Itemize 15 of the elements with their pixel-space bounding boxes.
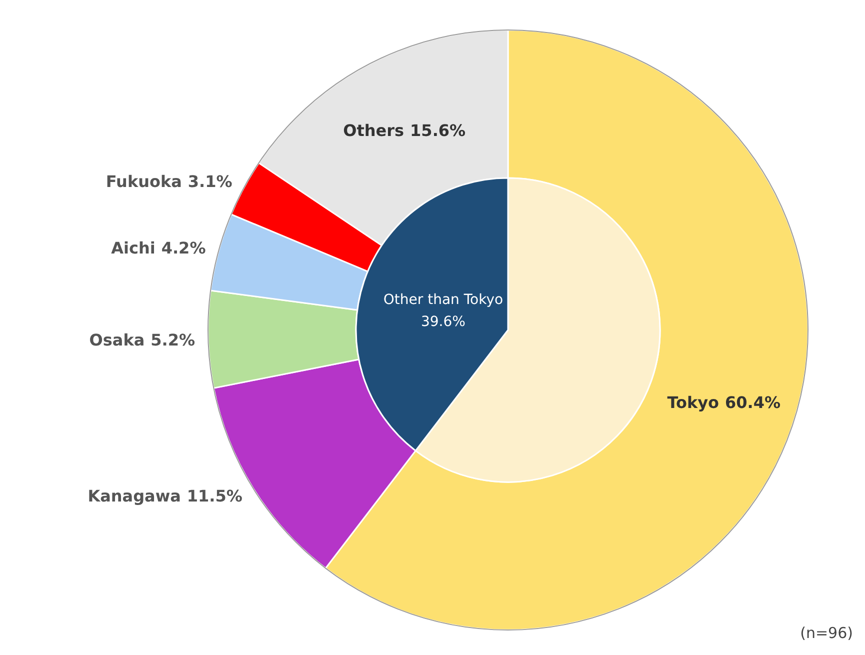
- data-label: 4.2%: [161, 238, 206, 258]
- slice-label: Kanagawa: [88, 486, 181, 506]
- text: (n=96): [800, 624, 853, 642]
- data-label: 39.6%: [420, 314, 466, 330]
- data-label: 11.5%: [186, 486, 242, 506]
- data-label: 60.4%: [725, 393, 781, 412]
- slice-label: Tokyo: [667, 393, 720, 412]
- data-label: 3.1%: [188, 172, 232, 191]
- slice-label: Osaka: [89, 330, 145, 350]
- slice-label: Other than Tokyo: [383, 292, 504, 308]
- slice-label: Others: [343, 121, 404, 140]
- slice-label: Fukuoka: [106, 172, 182, 191]
- data-label: 5.2%: [150, 330, 196, 350]
- slice-label: Aichi: [111, 238, 156, 258]
- data-label: 15.6%: [410, 121, 466, 140]
